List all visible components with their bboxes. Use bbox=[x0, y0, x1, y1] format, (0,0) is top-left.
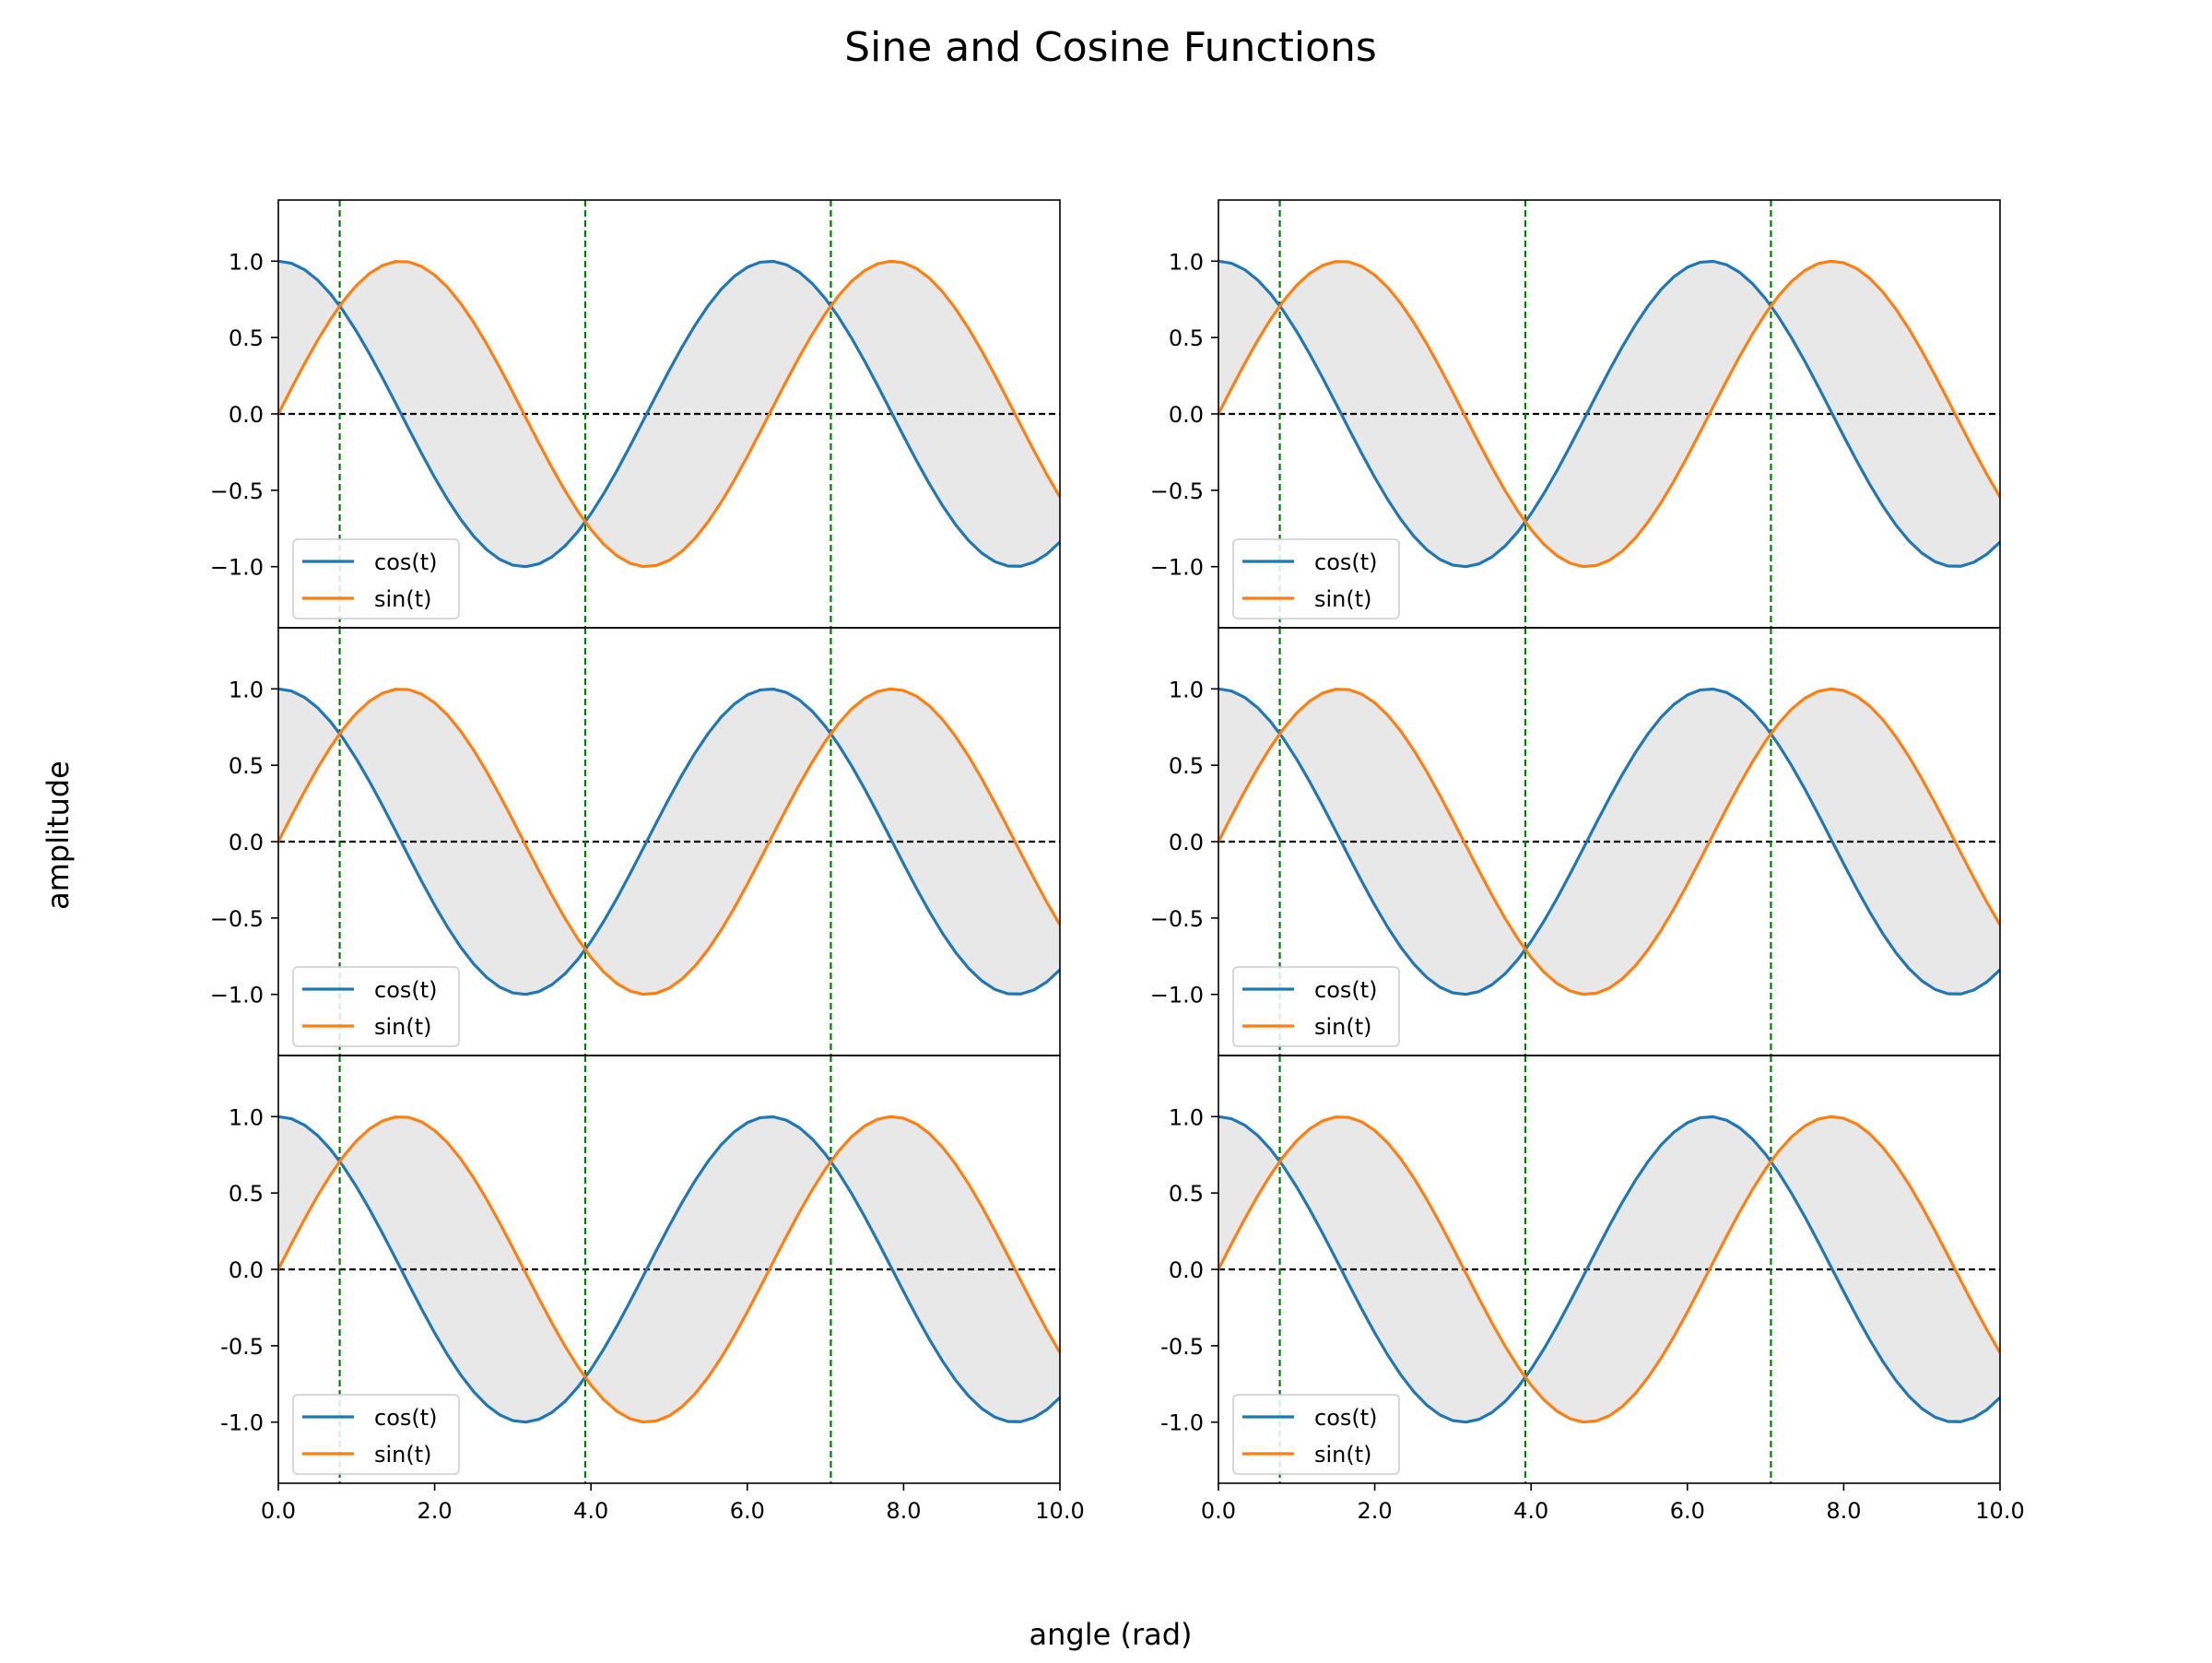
y-tick-label: 0.5 bbox=[229, 325, 264, 351]
y-axis-label: amplitude bbox=[41, 761, 76, 910]
x-tick-label: 8.0 bbox=[1826, 1498, 1861, 1524]
legend-label: cos(t) bbox=[1314, 1405, 1378, 1431]
series-line-sin bbox=[278, 687, 1060, 997]
y-tick-label: −1.0 bbox=[210, 555, 264, 581]
plot-area bbox=[1218, 1056, 2000, 1483]
legend-label: sin(t) bbox=[374, 586, 432, 612]
legend-label: cos(t) bbox=[374, 1405, 438, 1431]
legend: cos(t) sin(t) bbox=[292, 1394, 460, 1475]
series-line-cos bbox=[278, 259, 1060, 569]
plot-area bbox=[1218, 628, 2000, 1056]
series-line-cos bbox=[278, 687, 1060, 997]
y-tick-label: 0.0 bbox=[229, 1257, 264, 1283]
x-tick-label: 4.0 bbox=[1513, 1498, 1548, 1524]
plot-area bbox=[278, 628, 1060, 1056]
legend-label: sin(t) bbox=[1314, 1014, 1372, 1040]
y-tick-label: 0.0 bbox=[229, 402, 264, 428]
y-tick-label: 0.5 bbox=[1169, 753, 1204, 779]
y-tick-label: −0.5 bbox=[1150, 906, 1204, 932]
legend-label: sin(t) bbox=[1314, 1442, 1372, 1468]
legend-label: sin(t) bbox=[1314, 586, 1372, 612]
y-tick-label: −0.5 bbox=[210, 478, 264, 504]
y-tick-label: 1.0 bbox=[229, 677, 264, 702]
x-tick-label: 0.0 bbox=[1201, 1498, 1236, 1524]
y-tick-label: -0.5 bbox=[1160, 1334, 1204, 1360]
x-tick-label: 8.0 bbox=[886, 1498, 921, 1524]
y-tick-label: -1.0 bbox=[220, 1410, 264, 1436]
y-tick-label: 0.0 bbox=[229, 830, 264, 855]
y-tick-label: 0.5 bbox=[229, 753, 264, 779]
series-line-cos bbox=[1218, 259, 2000, 569]
legend-label: sin(t) bbox=[374, 1014, 432, 1040]
subplot-row2-col2: 1.0 0.5 0.0 −0.5 −1.0 cos(t) sin(t) bbox=[1150, 627, 2001, 1056]
x-tick-label: 4.0 bbox=[573, 1498, 608, 1524]
y-tick-label: −1.0 bbox=[1150, 983, 1204, 1008]
x-tick-label: 0.0 bbox=[261, 1498, 296, 1524]
y-tick-label: 1.0 bbox=[229, 1104, 264, 1130]
legend-label: cos(t) bbox=[374, 977, 438, 1003]
y-tick-label: 0.0 bbox=[1169, 830, 1204, 855]
legend-label: cos(t) bbox=[1314, 549, 1378, 575]
x-tick-label: 2.0 bbox=[1358, 1498, 1393, 1524]
y-tick-label: -0.5 bbox=[220, 1334, 264, 1360]
series-line-cos bbox=[1218, 1115, 2000, 1424]
series-line-sin bbox=[1218, 259, 2000, 569]
series-line-sin bbox=[278, 259, 1060, 569]
y-tick-label: 0.5 bbox=[1169, 325, 1204, 351]
series-line-sin bbox=[1218, 1115, 2000, 1424]
y-tick-label: 0.5 bbox=[1169, 1181, 1204, 1207]
x-tick-label: 10.0 bbox=[1975, 1498, 2024, 1524]
legend: cos(t) sin(t) bbox=[1232, 966, 1400, 1047]
subplot-row2-col1: 1.0 0.5 0.0 −0.5 −1.0 cos(t) sin(t) bbox=[210, 627, 1061, 1056]
plot-area bbox=[278, 200, 1060, 628]
y-tick-label: 0.5 bbox=[229, 1181, 264, 1207]
y-tick-label: −0.5 bbox=[1150, 478, 1204, 504]
subplot-row3-col1: 1.0 0.5 0.0 -0.5 -1.0 0.0 2.0 4.0 6.0 8.0 10.0 cos(… bbox=[220, 1055, 1085, 1524]
x-tick-label: 10.0 bbox=[1035, 1498, 1084, 1524]
legend: cos(t) sin(t) bbox=[292, 966, 460, 1047]
series-line-sin bbox=[1218, 687, 2000, 997]
x-axis-label: angle (rad) bbox=[1030, 1617, 1193, 1652]
y-tick-label: 1.0 bbox=[1169, 677, 1204, 702]
y-tick-label: 1.0 bbox=[229, 249, 264, 275]
subplot-grid: 1.0 0.5 0.0 −0.5 −1.0 cos(t) sin(t) 1.0 0.5 0.0 −0… bbox=[210, 199, 2025, 1524]
y-tick-label: −0.5 bbox=[210, 906, 264, 932]
y-tick-label: 1.0 bbox=[1169, 1104, 1204, 1130]
y-tick-label: −1.0 bbox=[210, 983, 264, 1008]
legend: cos(t) sin(t) bbox=[292, 538, 460, 619]
series-line-sin bbox=[278, 1115, 1060, 1424]
x-tick-label: 2.0 bbox=[418, 1498, 453, 1524]
x-tick-label: 6.0 bbox=[1670, 1498, 1705, 1524]
legend-label: cos(t) bbox=[374, 549, 438, 575]
series-line-cos bbox=[1218, 687, 2000, 997]
y-tick-label: 0.0 bbox=[1169, 402, 1204, 428]
subplot-row3-col2: 1.0 0.5 0.0 -0.5 -1.0 0.0 2.0 4.0 6.0 8.0 10.0 cos(… bbox=[1160, 1055, 2025, 1524]
plot-area bbox=[1218, 200, 2000, 628]
legend-label: sin(t) bbox=[374, 1442, 432, 1468]
series-line-cos bbox=[278, 1115, 1060, 1424]
y-tick-label: -1.0 bbox=[1160, 1410, 1204, 1436]
legend-label: cos(t) bbox=[1314, 977, 1378, 1003]
y-tick-label: −1.0 bbox=[1150, 555, 1204, 581]
legend: cos(t) sin(t) bbox=[1232, 1394, 1400, 1475]
figure-title: Sine and Cosine Functions bbox=[844, 24, 1377, 71]
y-tick-label: 0.0 bbox=[1169, 1257, 1204, 1283]
legend: cos(t) sin(t) bbox=[1232, 538, 1400, 619]
y-tick-label: 1.0 bbox=[1169, 249, 1204, 275]
x-tick-label: 6.0 bbox=[730, 1498, 765, 1524]
